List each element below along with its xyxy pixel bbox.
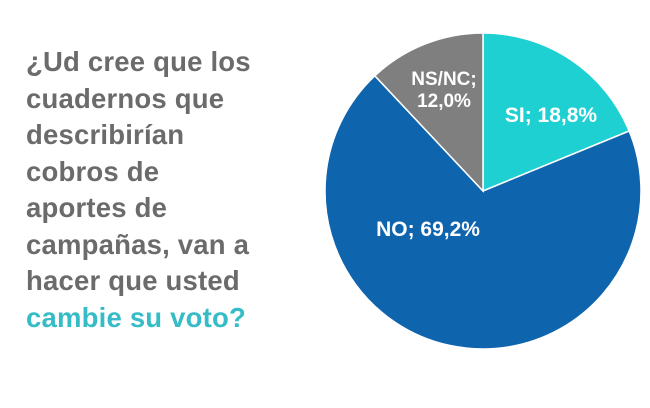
slice-label-nsnc-line-1: NS/NC;	[411, 69, 476, 90]
slice-label-no: NO; 69,2%	[376, 218, 480, 241]
pie-slice-ns-nc	[373, 32, 484, 193]
question-line-5: aportes de	[26, 192, 168, 223]
question-line-7: hacer que usted	[26, 265, 240, 296]
question-highlight: cambie su voto?	[26, 301, 246, 333]
question-line-2: cuadernos que	[26, 82, 225, 114]
pie-labels: SI; 18,8% NO; 69,2% NS/NC; 12,0%	[376, 69, 597, 241]
question-text: ¿Ud cree que los cuadernos que describir…	[26, 44, 316, 336]
pie-chart: SI; 18,8% NO; 69,2% NS/NC; 12,0%	[324, 32, 642, 350]
pie-slice-no	[324, 74, 642, 350]
slice-label-si: SI; 18,8%	[505, 104, 598, 127]
question-line-3: describirían	[26, 119, 185, 150]
pie-slice-si	[482, 32, 631, 193]
question-line-4: cobros de	[26, 155, 160, 187]
pie-slices	[324, 32, 642, 350]
question-line-6: campañas, van a	[26, 228, 250, 260]
question-line-1: ¿Ud cree que los	[26, 46, 251, 77]
slice-label-nsnc-line-2: 12,0%	[417, 91, 471, 112]
